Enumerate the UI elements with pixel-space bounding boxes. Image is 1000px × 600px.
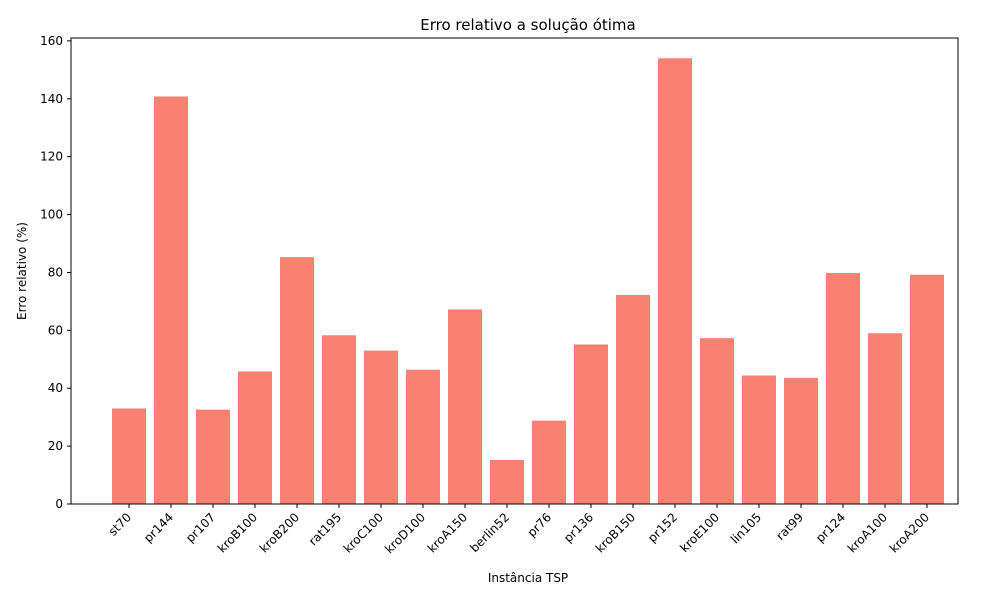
bars-group (112, 58, 944, 505)
x-tick-label-rat99: rat99 (773, 510, 806, 543)
bar-kroD100 (406, 369, 440, 504)
x-tick-label-pr107: pr107 (183, 510, 218, 545)
x-tick-label-pr136: pr136 (561, 510, 596, 545)
y-tick-label: 120 (40, 150, 63, 164)
y-tick-label: 160 (40, 34, 63, 48)
plot-frame (70, 37, 959, 505)
x-tick-label-kroB150: kroB150 (593, 510, 638, 555)
y-tick-label: 40 (48, 381, 63, 395)
bar-pr124 (826, 273, 860, 504)
x-tick-label-pr152: pr152 (645, 510, 680, 545)
x-tick-label-kroE100: kroE100 (677, 510, 722, 555)
bar-pr144 (154, 96, 188, 505)
x-tick-label-kroA100: kroA100 (845, 510, 890, 555)
bar-pr136 (574, 344, 608, 504)
y-tick-label: 60 (48, 323, 63, 337)
bar-kroA200 (910, 274, 944, 504)
bar-rat195 (322, 335, 356, 504)
y-tick-label: 140 (40, 92, 63, 106)
bar-rat99 (784, 377, 818, 504)
bar-lin105 (742, 375, 776, 504)
x-tick-label-pr144: pr144 (141, 510, 176, 545)
x-tick-label-kroA200: kroA200 (887, 510, 932, 555)
bar-berlin52 (490, 460, 524, 504)
x-tick-label-pr76: pr76 (525, 510, 555, 540)
x-tick-label-berlin52: berlin52 (467, 510, 512, 555)
y-axis-label: Erro relativo (%) (15, 222, 29, 320)
bar-kroA150 (448, 309, 482, 504)
x-tick-label-kroA150: kroA150 (425, 510, 470, 555)
bar-kroB150 (616, 295, 650, 504)
bar-kroB200 (280, 257, 314, 504)
y-tick-label: 0 (55, 497, 63, 511)
bar-pr152 (658, 58, 692, 505)
x-tick-label-kroB200: kroB200 (257, 510, 302, 555)
bar-pr76 (532, 420, 566, 504)
x-tick-label-kroB100: kroB100 (215, 510, 260, 555)
x-tick-label-st70: st70 (106, 510, 134, 538)
y-tick-label: 20 (48, 439, 63, 453)
bar-pr107 (196, 409, 230, 504)
y-axis: 0 20 40 60 80 100 120 140 160 (40, 34, 71, 511)
x-axis-label: Instância TSP (488, 571, 568, 585)
x-tick-label-lin105: lin105 (728, 510, 764, 546)
x-tick-label-pr124: pr124 (813, 510, 848, 545)
bar-kroE100 (700, 338, 734, 504)
bar-st70 (112, 408, 146, 504)
x-tick-label-rat195: rat195 (306, 510, 344, 548)
bar-kroA100 (868, 333, 902, 504)
x-tick-label-kroD100: kroD100 (382, 510, 428, 556)
y-tick-label: 100 (40, 208, 63, 222)
bar-kroB100 (238, 371, 272, 504)
x-tick-label-kroC100: kroC100 (341, 510, 386, 555)
bar-kroC100 (364, 350, 398, 504)
chart-title: Erro relativo a solução ótima (420, 16, 636, 34)
y-tick-label: 80 (48, 265, 63, 279)
